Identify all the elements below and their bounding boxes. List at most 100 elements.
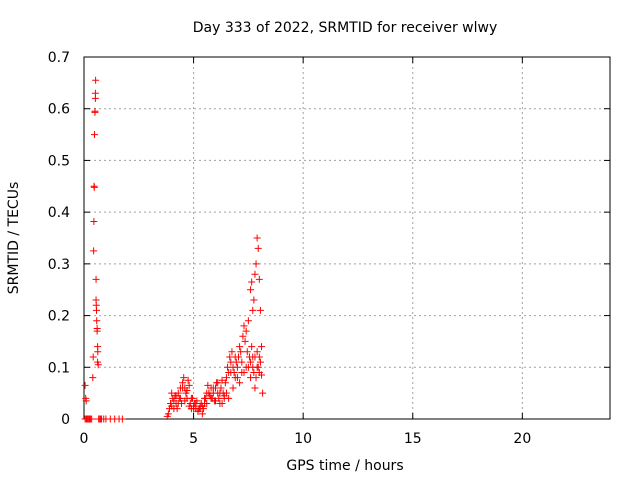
data-point bbox=[231, 353, 239, 361]
data-point bbox=[92, 76, 100, 84]
y-tick-label: 0.1 bbox=[48, 360, 70, 376]
data-point bbox=[89, 353, 97, 361]
data-point bbox=[237, 348, 245, 356]
data-point bbox=[222, 374, 230, 382]
data-point bbox=[217, 384, 225, 392]
data-point bbox=[247, 286, 255, 294]
data-point bbox=[190, 405, 198, 413]
x-axis-label: GPS time / hours bbox=[286, 458, 403, 474]
data-point bbox=[118, 415, 126, 423]
data-point bbox=[244, 317, 252, 325]
data-point bbox=[228, 348, 236, 356]
data-point bbox=[242, 327, 250, 335]
data-point bbox=[238, 358, 246, 366]
grid bbox=[84, 57, 610, 419]
data-point bbox=[251, 270, 259, 278]
data-point bbox=[229, 384, 237, 392]
data-point bbox=[82, 397, 90, 405]
data-point bbox=[94, 361, 102, 369]
data-point bbox=[239, 332, 247, 340]
x-tick-label: 0 bbox=[80, 431, 89, 447]
data-point bbox=[243, 348, 251, 356]
data-point bbox=[81, 381, 89, 389]
data-point bbox=[249, 306, 257, 314]
chart-title: Day 333 of 2022, SRMTID for receiver wlw… bbox=[193, 20, 498, 36]
data-point bbox=[93, 325, 101, 332]
data-point bbox=[81, 415, 89, 423]
y-tick-labels: 0 0.1 0.2 0.3 0.4 0.5 0.6 0.7 bbox=[48, 50, 70, 428]
data-point bbox=[214, 379, 222, 387]
data-point bbox=[227, 368, 235, 376]
data-point bbox=[180, 374, 188, 382]
data-point bbox=[250, 296, 258, 304]
data-point bbox=[176, 394, 184, 402]
data-marks bbox=[81, 76, 267, 423]
data-point bbox=[184, 376, 192, 384]
data-point bbox=[183, 387, 191, 395]
data-point bbox=[92, 275, 100, 283]
data-point bbox=[247, 374, 255, 382]
data-point bbox=[254, 244, 262, 252]
data-point bbox=[187, 394, 195, 402]
data-point bbox=[192, 399, 200, 407]
data-point bbox=[172, 392, 180, 400]
y-tick-label: 0.6 bbox=[48, 102, 70, 118]
data-point bbox=[89, 374, 97, 382]
data-point bbox=[90, 247, 98, 255]
data-point bbox=[247, 358, 255, 366]
data-point bbox=[256, 306, 264, 314]
x-tick-label: 15 bbox=[404, 431, 422, 447]
data-point bbox=[90, 183, 98, 191]
data-point bbox=[225, 394, 233, 402]
data-point bbox=[170, 405, 178, 413]
data-point bbox=[255, 353, 263, 361]
x-tick-labels: 0 5 10 15 20 bbox=[80, 431, 532, 447]
data-point bbox=[218, 399, 226, 407]
data-point bbox=[209, 384, 217, 392]
data-point bbox=[168, 389, 176, 397]
data-point bbox=[203, 399, 211, 407]
data-point bbox=[233, 363, 241, 371]
data-point bbox=[185, 381, 193, 389]
data-point bbox=[174, 399, 182, 407]
data-point bbox=[221, 379, 229, 387]
y-tick-label: 0.5 bbox=[48, 153, 70, 169]
data-point bbox=[253, 234, 261, 242]
data-point bbox=[258, 371, 266, 379]
x-tick-label: 10 bbox=[294, 431, 312, 447]
data-point bbox=[236, 343, 244, 351]
data-point bbox=[196, 405, 204, 413]
y-tick-label: 0.7 bbox=[48, 50, 70, 66]
data-point bbox=[179, 384, 187, 392]
data-point bbox=[205, 389, 213, 397]
data-point bbox=[91, 89, 99, 97]
data-point bbox=[258, 343, 266, 351]
y-tick-label: 0 bbox=[61, 412, 70, 428]
data-point bbox=[255, 275, 263, 283]
y-tick-label: 0.3 bbox=[48, 257, 70, 273]
data-point bbox=[251, 384, 259, 392]
data-point bbox=[201, 394, 209, 402]
data-point bbox=[248, 343, 256, 351]
data-point bbox=[240, 368, 248, 376]
data-point bbox=[240, 322, 248, 330]
data-point bbox=[90, 217, 98, 225]
data-point bbox=[91, 131, 99, 139]
data-point bbox=[241, 337, 249, 345]
data-point bbox=[253, 363, 261, 371]
ticks bbox=[83, 56, 610, 420]
data-point bbox=[207, 394, 215, 402]
data-point bbox=[94, 348, 102, 356]
data-point bbox=[248, 278, 256, 286]
y-tick-label: 0.2 bbox=[48, 309, 70, 325]
data-point bbox=[259, 389, 267, 397]
data-point bbox=[185, 402, 193, 410]
data-point bbox=[198, 410, 206, 418]
x-tick-label: 5 bbox=[189, 431, 198, 447]
data-point bbox=[222, 389, 230, 397]
x-tick-label: 20 bbox=[513, 431, 531, 447]
data-point bbox=[249, 353, 257, 361]
plot-frame bbox=[83, 56, 611, 420]
